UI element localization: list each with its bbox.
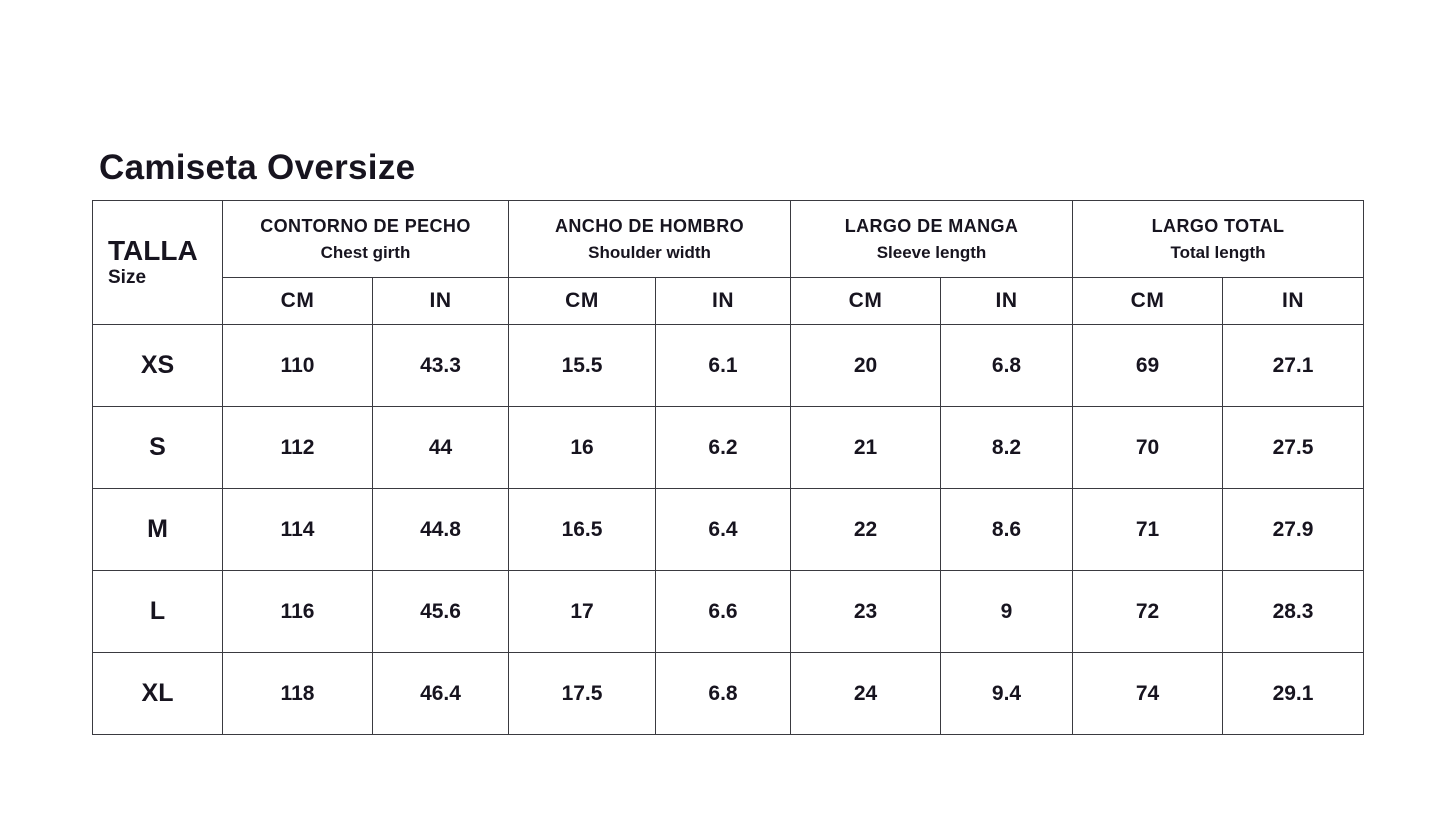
group-label-en: Shoulder width: [588, 242, 711, 262]
value-cell: 44: [372, 406, 509, 489]
size-header-primary: TALLA: [108, 234, 198, 266]
size-label: S: [92, 406, 223, 489]
value-cell: 27.1: [1222, 324, 1365, 407]
value-cell: 8.2: [939, 406, 1074, 489]
value-cell: 9.4: [939, 652, 1074, 735]
unit-header-in: IN: [655, 277, 791, 325]
group-header-total-length: LARGO TOTAL Total length: [1072, 200, 1365, 278]
group-header-row: TALLA Size CONTORNO DE PECHO Chest girth…: [92, 200, 1365, 325]
table-row-l: L 116 45.6 17 6.6 23 9 72 28.3: [92, 570, 1365, 653]
value-cell: 28.3: [1222, 570, 1365, 653]
table-row-xs: XS 110 43.3 15.5 6.1 20 6.8 69 27.1: [92, 324, 1365, 407]
value-cell: 114: [222, 488, 373, 571]
unit-header-in: IN: [1222, 277, 1365, 325]
value-cell: 21: [790, 406, 941, 489]
group-header-shoulder-width: ANCHO DE HOMBRO Shoulder width: [508, 200, 791, 278]
unit-header-cm: CM: [508, 277, 656, 325]
group-label-es: LARGO TOTAL: [1151, 215, 1285, 236]
group-label-es: ANCHO DE HOMBRO: [555, 215, 744, 236]
table-row-s: S 112 44 16 6.2 21 8.2 70 27.5: [92, 406, 1365, 489]
value-cell: 74: [1072, 652, 1224, 735]
value-cell: 24: [790, 652, 941, 735]
table-row-m: M 114 44.8 16.5 6.4 22 8.6 71 27.9: [92, 488, 1365, 571]
value-cell: 16.5: [508, 488, 656, 571]
size-label: XS: [92, 324, 223, 407]
value-cell: 6.2: [655, 406, 791, 489]
value-cell: 112: [222, 406, 373, 489]
value-cell: 15.5: [508, 324, 656, 407]
group-label-en: Chest girth: [320, 242, 411, 262]
value-cell: 43.3: [372, 324, 509, 407]
value-cell: 17.5: [508, 652, 656, 735]
value-cell: 23: [790, 570, 941, 653]
value-cell: 110: [222, 324, 373, 407]
size-header-secondary: Size: [108, 266, 147, 288]
value-cell: 118: [222, 652, 373, 735]
value-cell: 17: [508, 570, 656, 653]
page-title: Camiseta Oversize: [99, 148, 416, 187]
value-cell: 45.6: [372, 570, 509, 653]
value-cell: 8.6: [939, 488, 1074, 571]
value-cell: 27.5: [1222, 406, 1365, 489]
size-label: L: [92, 570, 223, 653]
value-cell: 69: [1072, 324, 1224, 407]
value-cell: 6.8: [655, 652, 791, 735]
table-row-xl: XL 118 46.4 17.5 6.8 24 9.4 74 29.1: [92, 652, 1365, 735]
value-cell: 6.4: [655, 488, 791, 571]
unit-header-cm: CM: [1072, 277, 1224, 325]
group-label-es: LARGO DE MANGA: [844, 215, 1019, 236]
unit-header-cm: CM: [222, 277, 373, 325]
unit-header-in: IN: [372, 277, 509, 325]
value-cell: 9: [939, 570, 1074, 653]
value-cell: 71: [1072, 488, 1224, 571]
value-cell: 16: [508, 406, 656, 489]
group-header-sleeve-length: LARGO DE MANGA Sleeve length: [789, 200, 1074, 278]
unit-header-in: IN: [939, 277, 1074, 325]
value-cell: 116: [222, 570, 373, 653]
unit-header-row: CM IN CM IN CM IN CM IN: [93, 277, 1365, 325]
value-cell: 44.8: [372, 488, 509, 571]
value-cell: 6.6: [655, 570, 791, 653]
size-chart-table: TALLA Size CONTORNO DE PECHO Chest girth…: [92, 200, 1365, 735]
value-cell: 6.1: [655, 324, 791, 407]
unit-header-cm: CM: [790, 277, 941, 325]
group-label-en: Sleeve length: [876, 242, 987, 262]
size-column-header: TALLA Size: [92, 200, 223, 325]
value-cell: 20: [790, 324, 941, 407]
value-cell: 27.9: [1222, 488, 1365, 571]
value-cell: 6.8: [939, 324, 1074, 407]
value-cell: 46.4: [372, 652, 509, 735]
size-label: M: [92, 488, 223, 571]
group-header-chest-girth: CONTORNO DE PECHO Chest girth: [222, 200, 509, 278]
value-cell: 29.1: [1222, 652, 1365, 735]
value-cell: 22: [790, 488, 941, 571]
value-cell: 70: [1072, 406, 1224, 489]
group-label-en: Total length: [1170, 242, 1266, 262]
size-label: XL: [92, 652, 223, 735]
group-label-es: CONTORNO DE PECHO: [260, 215, 471, 236]
value-cell: 72: [1072, 570, 1224, 653]
